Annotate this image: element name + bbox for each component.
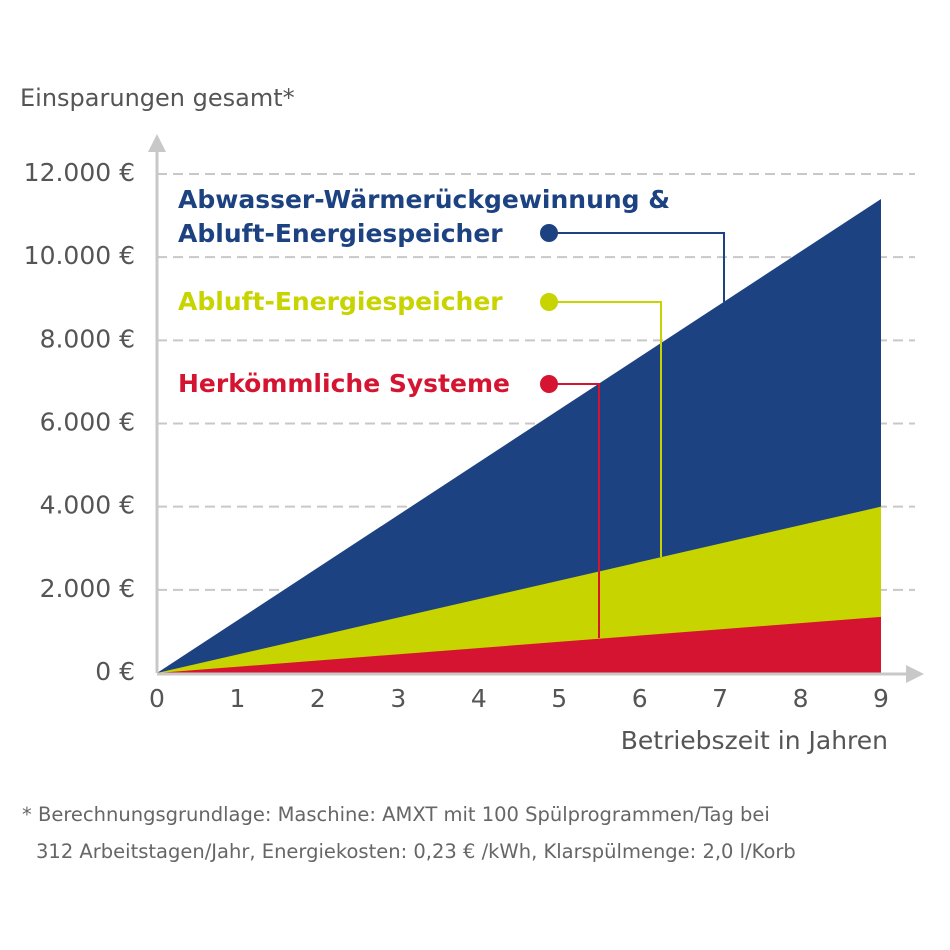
y-tick-label: 12.000 € [24, 158, 135, 187]
x-tick-label: 1 [229, 684, 245, 713]
x-tick-label: 7 [712, 684, 728, 713]
y-tick-label: 6.000 € [40, 408, 135, 437]
leaders [540, 224, 725, 638]
areas [157, 198, 881, 673]
footnote: 312 Arbeitstagen/Jahr, Energiekosten: 0,… [36, 840, 796, 863]
leader-line [549, 232, 725, 302]
legend-label: Abluft-Energiespeicher [178, 287, 503, 316]
x-tick-label: 8 [793, 684, 809, 713]
x-tick-label: 3 [390, 684, 406, 713]
x-tick-label: 4 [471, 684, 487, 713]
y-axis-arrow [148, 134, 166, 152]
legend-label: Herkömmliche Systeme [178, 369, 510, 398]
legend-dot [540, 293, 558, 311]
y-axis-label: Einsparungen gesamt* [20, 84, 295, 112]
legend-dot [540, 224, 558, 242]
y-tick-label: 0 € [95, 657, 135, 686]
x-tick-label: 5 [551, 684, 567, 713]
x-tick-label: 2 [310, 684, 326, 713]
y-tick-label: 4.000 € [40, 491, 135, 520]
leader-line [549, 383, 600, 638]
footnote: * Berechnungsgrundlage: Maschine: AMXT m… [22, 803, 770, 826]
y-tick-label: 2.000 € [40, 574, 135, 603]
x-axis-arrow [906, 665, 924, 683]
legend-dot [540, 375, 558, 393]
area [157, 616, 881, 673]
x-tick-label: 9 [873, 684, 889, 713]
leader-line [549, 301, 662, 557]
y-tick-label: 10.000 € [24, 241, 135, 270]
legend-label: Abwasser-Wärmerückgewinnung & Abluft-Ene… [178, 185, 671, 248]
y-tick-label: 8.000 € [40, 324, 135, 353]
x-tick-label: 0 [149, 684, 165, 713]
x-axis-label: Betriebszeit in Jahren [621, 726, 888, 755]
x-tick-label: 6 [632, 684, 648, 713]
